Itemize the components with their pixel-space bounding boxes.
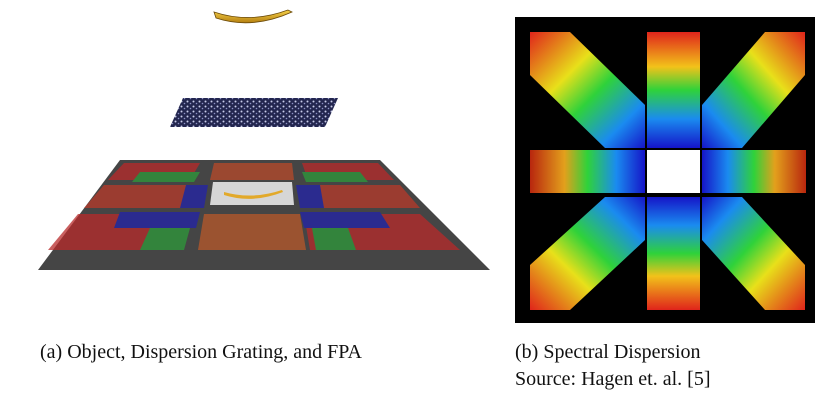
banana [214,10,292,23]
zero-order [647,150,700,193]
caption-b: (b) Spectral Dispersion [515,341,701,363]
caption-a: (a) Object, Dispersion Grating, and FPA [40,341,363,363]
grating [170,98,338,127]
dispersion-bottom [647,197,700,310]
dispersion-left [530,150,645,193]
center-image [210,182,294,205]
panel-b-illustration [515,17,815,323]
panel-a-illustration [38,10,490,270]
caption-b-source: Source: Hagen et. al. [5] [515,368,710,390]
figure: (a) Object, Dispersion Grating, and FPA … [0,0,817,393]
dispersion-top [647,32,700,148]
dispersion-right [702,150,806,193]
